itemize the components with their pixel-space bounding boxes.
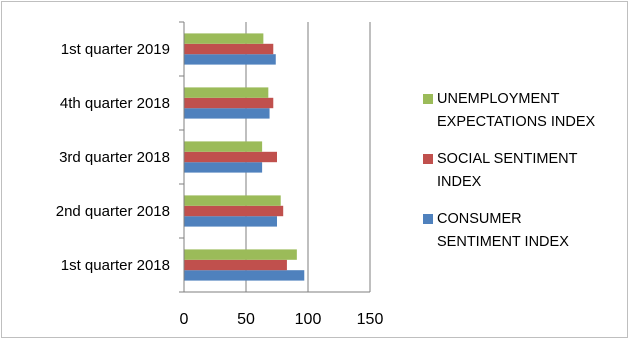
x-tick-label: 150 [357,311,384,328]
legend-label: EXPECTATIONS INDEX [437,114,596,130]
bar [184,33,264,44]
bar [184,205,284,217]
legend-swatch [423,94,433,104]
legend-label: SENTIMENT INDEX [437,234,569,250]
x-tick-label: 50 [237,311,255,328]
bar [184,151,277,163]
bar [184,54,276,65]
category-label: 3rd quarter 2018 [59,149,170,166]
bar [184,249,297,260]
bar [184,97,274,109]
bar [184,87,269,98]
legend-swatch [423,154,433,164]
legend-label: CONSUMER [437,211,522,227]
category-label: 1st quarter 2019 [61,41,170,58]
legend-label: INDEX [437,174,482,190]
category-label: 1st quarter 2018 [61,257,170,274]
x-tick-label: 100 [295,311,322,328]
category-label: 2nd quarter 2018 [56,203,170,220]
category-label: 4th quarter 2018 [60,95,170,112]
legend-label: UNEMPLOYMENT [437,91,560,107]
bar [184,108,270,119]
x-tick-label: 0 [180,311,189,328]
legend-swatch [423,214,433,224]
bar [184,216,277,227]
bar [184,162,263,173]
bar [184,195,281,206]
bar [184,141,263,152]
bar [184,259,287,271]
bar [184,43,274,55]
bar [184,270,305,281]
legend-label: SOCIAL SENTIMENT [437,151,578,167]
